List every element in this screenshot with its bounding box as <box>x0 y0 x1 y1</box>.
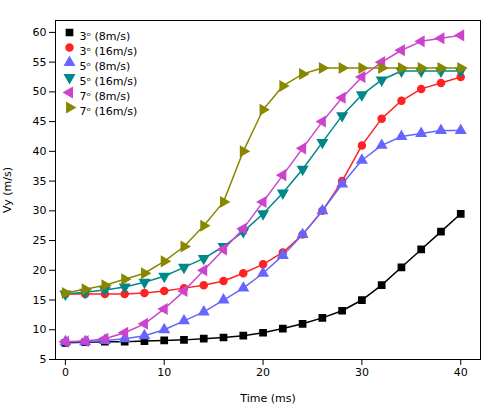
svg-text:3ᵒ (16m/s): 3ᵒ (16m/s) <box>80 45 138 58</box>
svg-text:5: 5 <box>40 353 47 366</box>
svg-text:30: 30 <box>33 204 47 217</box>
svg-text:0: 0 <box>62 366 69 379</box>
svg-text:20: 20 <box>256 366 270 379</box>
svg-text:35: 35 <box>33 175 47 188</box>
svg-text:20: 20 <box>33 264 47 277</box>
svg-text:5ᵒ (16m/s): 5ᵒ (16m/s) <box>80 75 138 88</box>
svg-text:Time (ms): Time (ms) <box>239 392 295 404</box>
svg-text:50: 50 <box>33 85 47 98</box>
svg-text:40: 40 <box>33 145 47 158</box>
svg-text:5ᵒ (8m/s): 5ᵒ (8m/s) <box>80 60 131 73</box>
svg-text:10: 10 <box>33 323 47 336</box>
svg-text:7ᵒ (16m/s): 7ᵒ (16m/s) <box>80 105 138 118</box>
svg-text:60: 60 <box>33 26 47 39</box>
svg-text:15: 15 <box>33 294 47 307</box>
svg-text:40: 40 <box>454 366 468 379</box>
svg-text:30: 30 <box>355 366 369 379</box>
svg-text:3ᵒ (8m/s): 3ᵒ (8m/s) <box>80 30 131 43</box>
svg-text:45: 45 <box>33 115 47 128</box>
svg-text:25: 25 <box>33 234 47 247</box>
svg-text:55: 55 <box>33 56 47 69</box>
svg-text:Vy (m/s): Vy (m/s) <box>1 167 14 213</box>
svg-text:10: 10 <box>157 366 171 379</box>
svg-text:7ᵒ (8m/s): 7ᵒ (8m/s) <box>80 90 131 103</box>
